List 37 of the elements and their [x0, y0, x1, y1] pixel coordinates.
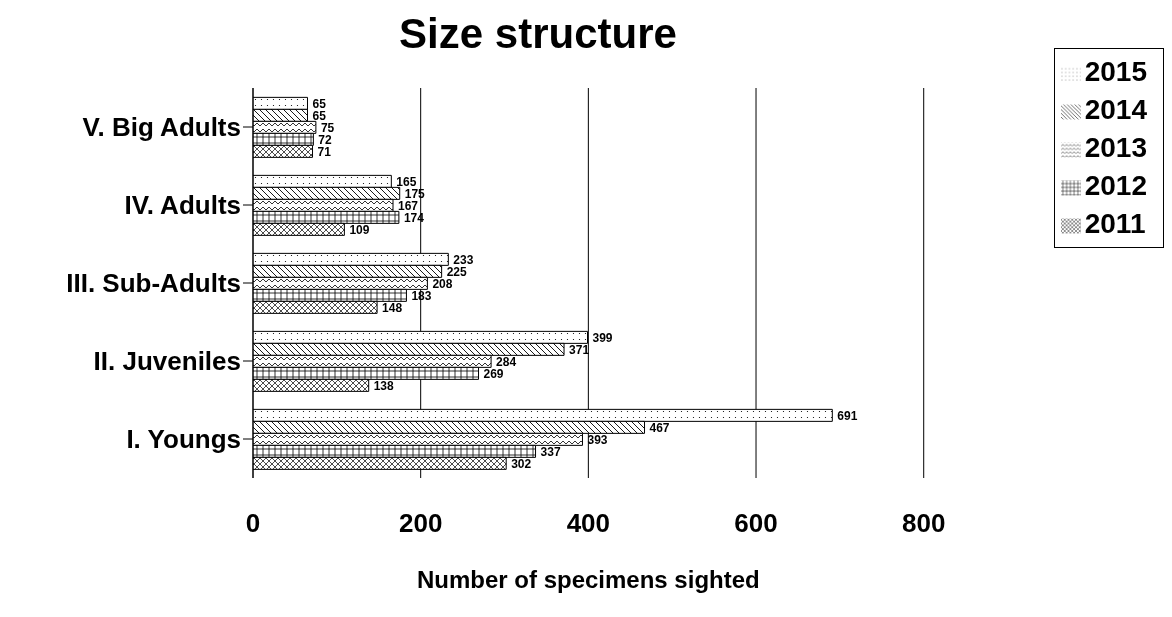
legend-label: 2014	[1084, 94, 1147, 125]
data-label: 72	[318, 132, 333, 147]
y-tick-label: III. Sub-Adults	[66, 268, 241, 299]
data-label: 75	[320, 120, 335, 135]
x-tick-label: 600	[734, 508, 778, 539]
data-label: 399	[592, 330, 613, 345]
data-label: 65	[312, 108, 327, 123]
data-label: 269	[483, 366, 504, 381]
data-label: 284	[496, 354, 517, 369]
x-tick-label: 800	[902, 508, 946, 539]
data-label: 467	[649, 420, 670, 435]
chart-title: Size structure	[398, 10, 678, 58]
y-tick-label: I. Youngs	[126, 424, 241, 455]
x-axis-title: Number of specimens sighted	[416, 566, 760, 593]
x-tick-label: 0	[245, 508, 261, 539]
y-tick-label: IV. Adults	[124, 190, 241, 221]
data-label: 337	[540, 444, 561, 459]
data-label: 138	[373, 378, 395, 393]
data-label: 233	[453, 252, 474, 267]
data-label: 71	[317, 144, 332, 159]
legend-label: 2012	[1084, 170, 1147, 201]
data-label: 208	[432, 276, 453, 291]
data-label: 165	[396, 174, 417, 189]
data-label: 302	[511, 456, 532, 471]
data-label: 691	[837, 408, 858, 423]
x-tick-label: 400	[566, 508, 611, 539]
data-label: 167	[398, 198, 419, 213]
legend-label: 2013	[1084, 132, 1147, 163]
y-tick-label: II. Juveniles	[93, 346, 241, 377]
data-label: 65	[312, 96, 327, 111]
x-tick-label: 200	[398, 508, 443, 539]
data-label: 109	[349, 222, 370, 237]
y-tick-label: V. Big Adults	[82, 112, 241, 143]
data-label: 148	[382, 300, 403, 315]
legend-label: 2011	[1084, 208, 1146, 239]
legend-label: 2015	[1084, 56, 1147, 87]
data-label: 225	[446, 264, 467, 279]
